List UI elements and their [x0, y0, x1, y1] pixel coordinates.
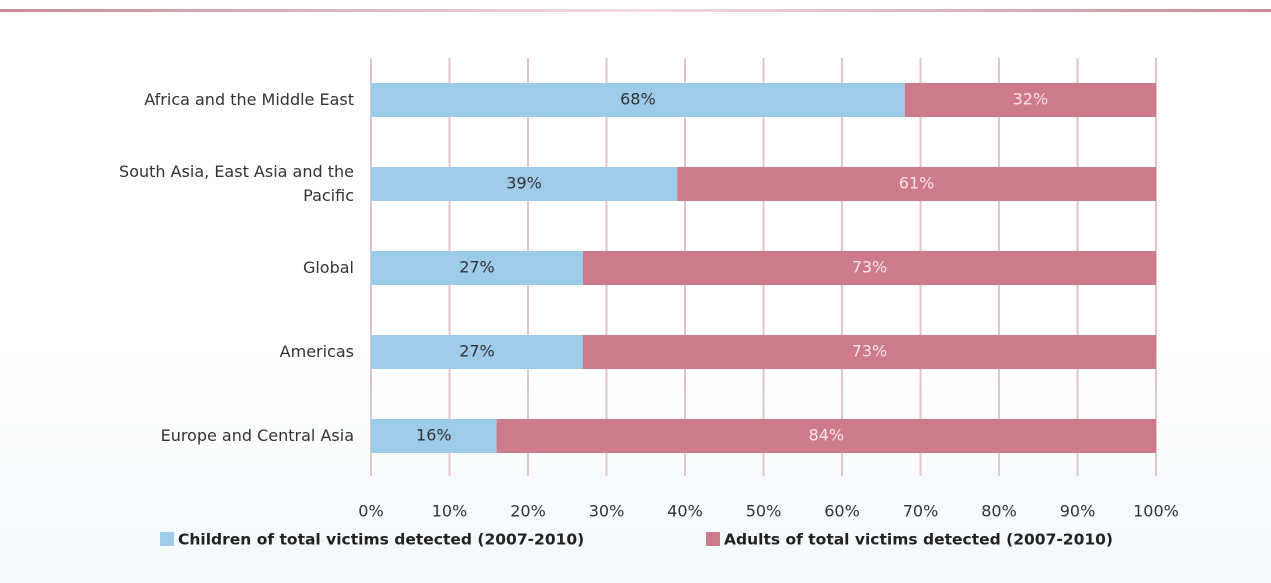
data-label: 39% [506, 174, 542, 193]
x-tick-label: 80% [981, 502, 1017, 521]
data-label: 73% [852, 258, 888, 277]
category-label: Africa and the Middle East [144, 90, 354, 109]
bar-segment [371, 251, 583, 285]
bar-segment [582, 251, 1156, 285]
x-tick-label: 10% [432, 502, 468, 521]
x-tick-label: 70% [903, 502, 939, 521]
legend-swatch [706, 532, 720, 546]
x-tick-label: 50% [746, 502, 782, 521]
category-label: Americas [279, 342, 354, 361]
top-rule [0, 9, 1271, 12]
bar-segment [371, 167, 678, 201]
data-label: 27% [459, 258, 495, 277]
bar-segment [582, 335, 1156, 369]
data-label: 32% [1013, 90, 1049, 109]
bar-segment [677, 167, 1156, 201]
legend-label: Adults of total victims detected (2007-2… [724, 531, 1113, 549]
data-label: 84% [809, 426, 845, 445]
bar-segment [371, 83, 905, 117]
x-tick-label: 40% [667, 502, 703, 521]
legend-swatch [160, 532, 174, 546]
x-tick-label: 90% [1060, 502, 1096, 521]
data-label: 61% [899, 174, 935, 193]
data-label: 68% [620, 90, 656, 109]
x-tick-label: 20% [510, 502, 546, 521]
category-label: Global [302, 258, 354, 277]
bar-segment [371, 335, 583, 369]
data-label: 16% [416, 426, 452, 445]
x-tick-label: 100% [1133, 502, 1179, 521]
x-tick-label: 30% [589, 502, 625, 521]
legend-label: Children of total victims detected (2007… [178, 531, 584, 549]
x-tick-label: 0% [358, 502, 383, 521]
bar-segment [496, 419, 1157, 453]
category-label: Europe and Central Asia [160, 426, 354, 445]
data-label: 27% [459, 342, 495, 361]
x-tick-label: 60% [824, 502, 860, 521]
category-label: South Asia, East Asia and the Pacific [119, 162, 354, 205]
bar-segment [904, 83, 1156, 117]
bar-segment [371, 419, 497, 453]
data-label: 73% [852, 342, 888, 361]
